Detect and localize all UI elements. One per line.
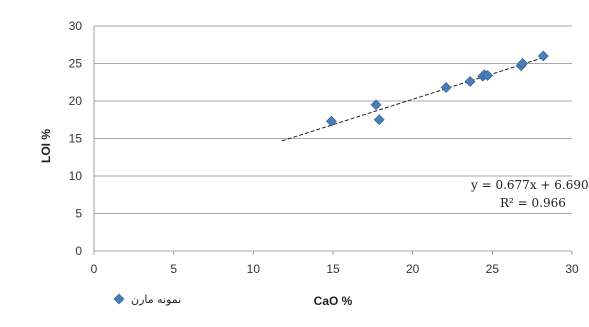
data-point (440, 82, 452, 93)
data-point (325, 115, 337, 127)
y-axis-title: LOI % (39, 129, 53, 163)
y-tick-label: 20 (69, 94, 83, 108)
y-tick-label: 10 (69, 169, 83, 183)
x-tick-label: 15 (326, 262, 340, 276)
legend-marker (113, 293, 125, 305)
legend: نمونه مارن (113, 293, 181, 306)
data-point (464, 76, 476, 87)
data-point (373, 114, 385, 126)
x-tick-label: 30 (565, 262, 579, 276)
trendline-equation: y = 0.677x + 6.690 (470, 178, 589, 192)
y-tick-label: 0 (75, 244, 82, 258)
data-point (370, 99, 382, 111)
x-tick-label: 20 (406, 262, 420, 276)
x-tick-label: 0 (91, 262, 98, 276)
trendline (281, 57, 544, 142)
y-tick-label: 5 (75, 207, 82, 221)
data-points (325, 50, 549, 127)
x-tick-label: 5 (170, 262, 177, 276)
x-axis-title: CaO % (314, 294, 353, 308)
x-tick-label: 25 (486, 262, 500, 276)
data-point (537, 50, 549, 62)
trendline-group (281, 57, 544, 142)
gridlines (94, 25, 572, 214)
y-tick-label: 25 (69, 57, 83, 71)
trendline-r-squared: R² = 0.966 (500, 196, 566, 210)
x-tick-label: 10 (247, 262, 261, 276)
x-axis-ticks: 0 5 10 15 20 25 30 (91, 251, 579, 276)
y-tick-label: 30 (69, 19, 83, 33)
y-axis-ticks: 0 5 10 15 20 25 30 (69, 19, 83, 258)
data-point (517, 58, 529, 69)
legend-label: نمونه مارن (131, 293, 181, 306)
data-point (482, 70, 493, 81)
y-tick-label: 15 (69, 132, 83, 146)
